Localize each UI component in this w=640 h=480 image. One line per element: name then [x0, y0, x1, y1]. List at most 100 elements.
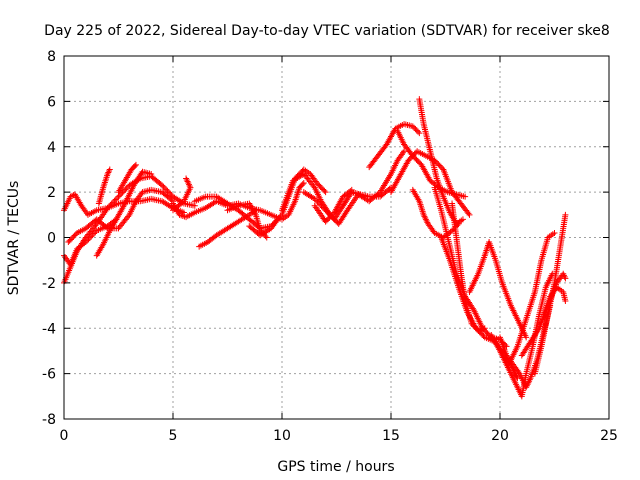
data-point	[131, 163, 138, 170]
data-point	[132, 161, 139, 168]
data-point	[468, 320, 475, 327]
data-point	[551, 229, 558, 236]
axis-ticks: 0 5 10 15 20 25 -8 -6 -4 -2 0 2 4 6 8	[42, 49, 618, 444]
data-point	[159, 182, 166, 189]
series-4	[65, 186, 176, 246]
y-tick-label: -4	[42, 321, 56, 337]
y-tick-label: 8	[47, 49, 56, 65]
data-point	[549, 270, 556, 277]
data-point	[469, 322, 476, 329]
data-point	[562, 275, 569, 282]
data-point	[318, 203, 325, 210]
data-point	[382, 142, 389, 149]
data-point	[88, 233, 95, 240]
data-point	[114, 195, 121, 202]
data-point	[90, 230, 97, 237]
y-tick-label: 0	[47, 231, 56, 247]
data-point	[82, 239, 89, 246]
data-point	[480, 333, 487, 340]
data-point	[212, 233, 219, 240]
x-axis-label: GPS time / hours	[277, 459, 394, 475]
data-point	[84, 237, 91, 244]
series-12	[224, 200, 270, 241]
data-point	[562, 211, 569, 218]
data-point	[180, 209, 187, 216]
chart-title: Day 225 of 2022, Sidereal Day-to-day VTE…	[44, 23, 610, 39]
x-tick-label: 5	[169, 428, 178, 444]
series-31	[540, 284, 569, 318]
series-17	[366, 121, 423, 171]
data-point	[168, 197, 175, 204]
x-tick-label: 15	[382, 428, 400, 444]
data-point	[313, 197, 320, 204]
y-tick-label: 2	[47, 185, 56, 201]
data-point	[413, 127, 420, 134]
x-tick-label: 10	[273, 428, 291, 444]
data-point	[183, 175, 190, 182]
data-point	[299, 181, 306, 188]
data-point	[314, 198, 321, 205]
data-point	[415, 128, 422, 135]
data-point	[123, 185, 130, 192]
data-point	[412, 126, 419, 133]
data-point	[411, 124, 418, 131]
series-28	[505, 229, 558, 368]
data-point	[277, 213, 284, 220]
data-point	[319, 204, 326, 211]
data-point	[103, 224, 110, 231]
data-point	[86, 234, 93, 241]
y-tick-label: -2	[42, 276, 56, 292]
series-7	[115, 161, 139, 196]
data-point	[409, 123, 416, 130]
data-point	[263, 234, 270, 241]
data-point	[92, 229, 99, 236]
data-point	[514, 375, 521, 382]
data-point	[122, 186, 129, 193]
data-point	[481, 325, 488, 332]
data-point	[167, 190, 174, 197]
data-point	[439, 165, 446, 172]
data-point	[449, 227, 456, 234]
series-13	[246, 216, 281, 239]
series-6	[95, 166, 113, 207]
data-point	[106, 166, 113, 173]
data-point	[347, 187, 354, 194]
data-point	[148, 170, 155, 177]
data-points	[61, 96, 569, 400]
data-point	[321, 205, 328, 212]
data-point	[161, 185, 168, 192]
data-point	[165, 189, 172, 196]
y-tick-label: -8	[42, 412, 56, 428]
series-19	[416, 96, 466, 227]
data-point	[160, 183, 167, 190]
data-point	[317, 201, 324, 208]
data-point	[311, 195, 318, 202]
data-point	[416, 130, 423, 137]
data-point	[472, 324, 479, 331]
data-point	[401, 148, 408, 155]
y-tick-label: -6	[42, 367, 56, 383]
data-point	[112, 196, 119, 203]
data-point	[459, 216, 466, 223]
data-point	[164, 187, 171, 194]
data-point	[471, 323, 478, 330]
x-tick-label: 20	[491, 428, 509, 444]
data-point	[163, 186, 170, 193]
series-5	[93, 168, 155, 259]
series-24	[449, 200, 488, 334]
data-point	[348, 186, 355, 193]
data-point	[322, 189, 329, 196]
series-20	[388, 148, 473, 218]
series-16	[311, 186, 355, 225]
x-tick-label: 0	[60, 428, 69, 444]
data-point	[523, 334, 530, 341]
data-point	[300, 180, 307, 187]
data-point	[85, 236, 92, 243]
data-point	[89, 231, 96, 238]
data-point	[466, 211, 473, 218]
data-point	[157, 181, 164, 188]
y-tick-label: 6	[47, 94, 56, 110]
data-point	[315, 200, 322, 207]
y-axis-label: SDTVAR / TECUs	[6, 181, 22, 296]
